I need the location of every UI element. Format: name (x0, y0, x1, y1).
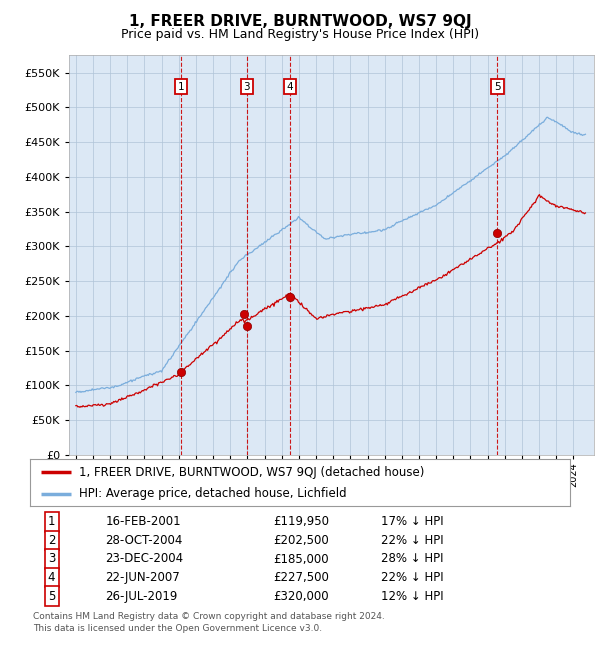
Text: 26-JUL-2019: 26-JUL-2019 (106, 590, 178, 603)
Text: 4: 4 (48, 571, 55, 584)
Text: 1: 1 (48, 515, 55, 528)
Text: 12% ↓ HPI: 12% ↓ HPI (381, 590, 443, 603)
Text: 17% ↓ HPI: 17% ↓ HPI (381, 515, 443, 528)
Text: Contains HM Land Registry data © Crown copyright and database right 2024.: Contains HM Land Registry data © Crown c… (33, 612, 385, 621)
Text: 5: 5 (494, 81, 501, 92)
Text: £185,000: £185,000 (273, 552, 329, 566)
Text: This data is licensed under the Open Government Licence v3.0.: This data is licensed under the Open Gov… (33, 624, 322, 633)
Text: 5: 5 (48, 590, 55, 603)
Text: 28-OCT-2004: 28-OCT-2004 (106, 534, 183, 547)
Text: 3: 3 (244, 81, 250, 92)
Text: £320,000: £320,000 (273, 590, 329, 603)
Text: 28% ↓ HPI: 28% ↓ HPI (381, 552, 443, 566)
Text: £202,500: £202,500 (273, 534, 329, 547)
Text: 2: 2 (48, 534, 55, 547)
Text: HPI: Average price, detached house, Lichfield: HPI: Average price, detached house, Lich… (79, 488, 346, 500)
Text: £227,500: £227,500 (273, 571, 329, 584)
Text: 22-JUN-2007: 22-JUN-2007 (106, 571, 181, 584)
Text: 1: 1 (178, 81, 184, 92)
Text: Price paid vs. HM Land Registry's House Price Index (HPI): Price paid vs. HM Land Registry's House … (121, 28, 479, 41)
Text: 3: 3 (48, 552, 55, 566)
Text: 4: 4 (286, 81, 293, 92)
Text: 1, FREER DRIVE, BURNTWOOD, WS7 9QJ: 1, FREER DRIVE, BURNTWOOD, WS7 9QJ (128, 14, 472, 29)
Text: £119,950: £119,950 (273, 515, 329, 528)
Text: 22% ↓ HPI: 22% ↓ HPI (381, 534, 443, 547)
Text: 1, FREER DRIVE, BURNTWOOD, WS7 9QJ (detached house): 1, FREER DRIVE, BURNTWOOD, WS7 9QJ (deta… (79, 465, 424, 478)
Text: 23-DEC-2004: 23-DEC-2004 (106, 552, 184, 566)
Text: 16-FEB-2001: 16-FEB-2001 (106, 515, 181, 528)
Text: 22% ↓ HPI: 22% ↓ HPI (381, 571, 443, 584)
